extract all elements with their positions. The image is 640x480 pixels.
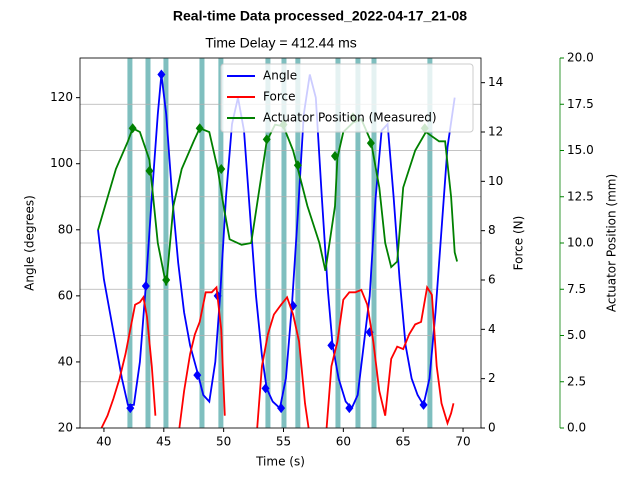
marker <box>261 383 270 394</box>
marker <box>327 340 336 351</box>
y-tick-label: 80 <box>58 222 73 236</box>
marker <box>193 370 202 381</box>
axes: 40 45 50 55 60 65 70 20 40 60 80 100 120 0 2 4 6 8 10 12 14 0… <box>23 51 619 469</box>
y3-tick-label: 17.5 <box>567 97 594 111</box>
y-tick-label: 120 <box>50 90 73 104</box>
marker <box>262 134 271 145</box>
y3-tick-label: 12.5 <box>567 189 594 203</box>
x-tick-label: 45 <box>156 435 171 449</box>
marker <box>126 403 135 414</box>
y-tick-label: 100 <box>50 156 73 170</box>
y3-tick-label: 15.0 <box>567 143 594 157</box>
y-tick-label: 40 <box>58 354 73 368</box>
marker <box>128 123 137 134</box>
legend-box <box>220 63 474 133</box>
series-line <box>97 117 458 286</box>
legend-label: Force <box>263 90 295 104</box>
y2-tick-label: 2 <box>488 371 496 385</box>
marker <box>157 69 166 80</box>
y3-axis-label: Actuator Position (mm) <box>605 174 619 312</box>
legend: Angle Force Actuator Position (Measured) <box>220 63 474 133</box>
marker <box>145 165 154 176</box>
y-tick-label: 60 <box>58 288 73 302</box>
series-line <box>97 74 456 410</box>
y3-tick-label: 20.0 <box>567 51 594 65</box>
y2-axis-label: Force (N) <box>512 216 526 271</box>
x-tick-label: 55 <box>276 435 291 449</box>
x-axis-label: Time (s) <box>255 455 305 469</box>
plot-frame <box>79 57 482 429</box>
marker <box>330 151 339 162</box>
y3-tick-label: 0.0 <box>567 421 586 435</box>
legend-label: Actuator Position (Measured) <box>263 111 437 125</box>
x-tick-label: 70 <box>455 435 470 449</box>
x-tick-label: 50 <box>216 435 231 449</box>
y2-tick-label: 0 <box>488 421 496 435</box>
legend-label: Angle <box>263 69 297 83</box>
x-tick-label: 40 <box>96 435 111 449</box>
chart-subtitle: Time Delay = 412.44 ms <box>205 35 357 51</box>
y3-tick-label: 5.0 <box>567 328 586 342</box>
y-tick-label: 20 <box>58 421 73 435</box>
y2-tick-label: 8 <box>488 223 496 237</box>
marker <box>277 403 286 414</box>
chart-title: Real-time Data processed_2022-04-17_21-0… <box>173 8 467 24</box>
x-tick-label: 65 <box>396 435 411 449</box>
marker <box>293 160 302 171</box>
marker <box>162 275 171 285</box>
y-axis-label: Angle (degrees) <box>23 195 37 291</box>
marker <box>419 399 428 410</box>
series-line <box>100 284 455 428</box>
marker <box>345 403 354 414</box>
marker <box>195 123 204 134</box>
y2-tick-label: 12 <box>488 125 503 139</box>
marker <box>141 280 150 291</box>
y3-tick-label: 2.5 <box>567 374 586 388</box>
y2-tick-label: 6 <box>488 273 496 287</box>
y2-tick-label: 10 <box>488 174 503 188</box>
y3-tick-label: 10.0 <box>567 236 594 250</box>
y2-tick-label: 14 <box>488 75 503 89</box>
marker <box>366 138 375 149</box>
y3-tick-label: 7.5 <box>567 282 586 296</box>
y2-tick-label: 4 <box>488 322 496 336</box>
x-tick-label: 60 <box>336 435 351 449</box>
marker <box>217 164 226 174</box>
